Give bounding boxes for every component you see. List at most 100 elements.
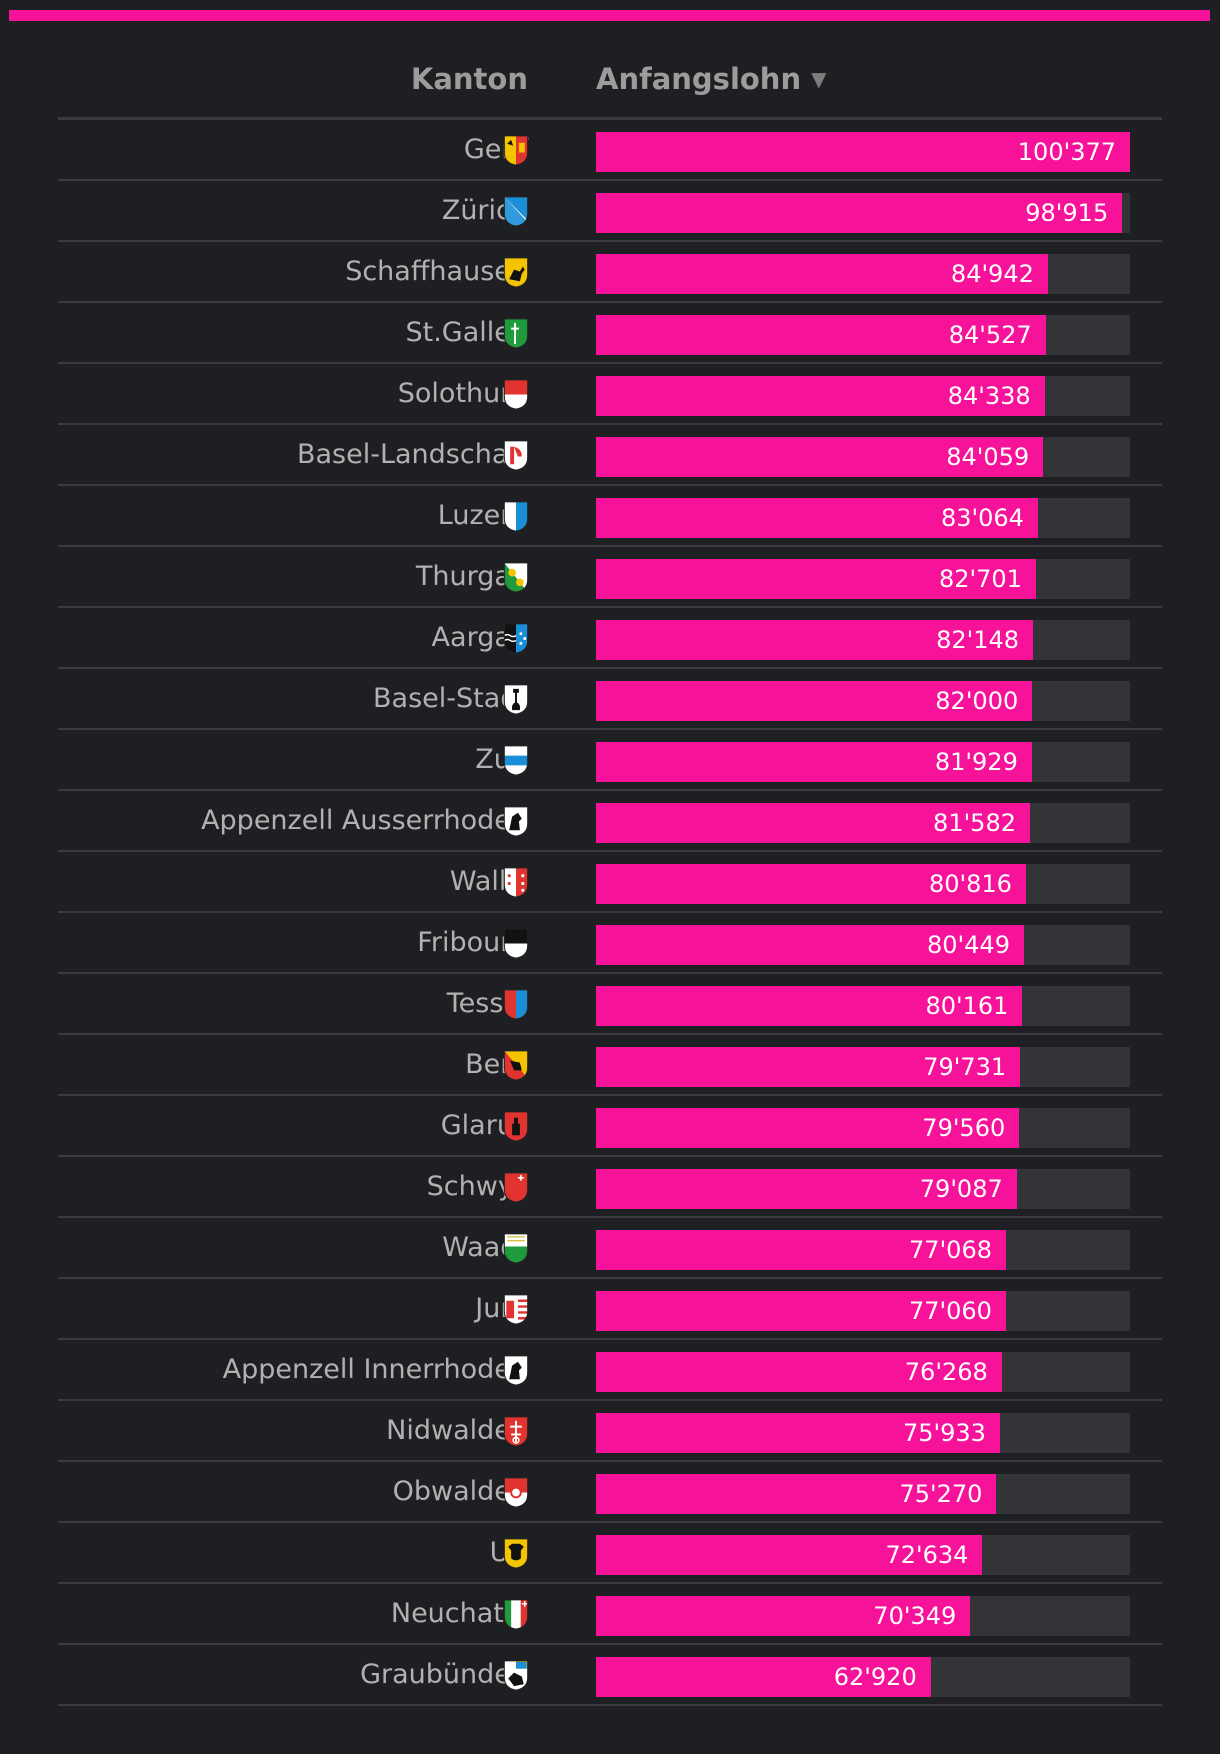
bar-track: 80'449 [596,925,1130,965]
salary-value-label: 72'634 [885,1541,969,1569]
salary-bar: 80'161 [596,986,1023,1026]
table-row: Wallis 80'816 [58,852,1162,913]
table-row: Uri72'634 [58,1523,1162,1584]
table-row: Basel-Stadt 82'000 [58,669,1162,730]
salary-bar: 76'268 [596,1352,1002,1392]
waadt-coat-of-arms-icon [502,1232,530,1265]
bar-track: 77'060 [596,1291,1130,1331]
uri-coat-of-arms-icon [502,1537,530,1570]
table-row: Aargau 82'148 [58,608,1162,669]
table-row: Glarus 79'560 [58,1096,1162,1157]
salary-bar: 72'634 [596,1535,983,1575]
bern-coat-of-arms-icon [502,1049,530,1082]
table-row: Schwyz 79'087 [58,1157,1162,1218]
salary-value-label: 81'582 [933,809,1016,837]
kanton-name: Appenzell Ausserrhoden [201,805,528,836]
basel-stadt-coat-of-arms-icon [502,683,530,716]
salary-bar: 75'933 [596,1413,1000,1453]
salary-value-label: 76'268 [904,1358,988,1386]
table-body: Genf 100'377 Zürich 98'915 Schaffhausen 84'94… [58,120,1162,1706]
salary-bar: 82'701 [596,559,1036,599]
bar-track: 79'560 [596,1108,1130,1148]
table-row: Bern 79'731 [58,1035,1162,1096]
schaffhausen-coat-of-arms-icon [502,256,530,289]
salary-bar: 62'920 [596,1657,931,1697]
salary-bar: 79'560 [596,1108,1020,1148]
bar-track: 82'701 [596,559,1130,599]
salary-value-label: 79'087 [919,1175,1003,1203]
column-header-kanton[interactable]: Kanton [410,62,528,96]
bar-track: 84'527 [596,315,1130,355]
salary-value-label: 62'920 [833,1663,917,1691]
salary-bar: 84'059 [596,437,1044,477]
obwalden-coat-of-arms-icon [502,1476,530,1509]
salary-bar: 80'816 [596,864,1026,904]
glarus-coat-of-arms-icon [502,1110,530,1143]
salary-value-label: 79'731 [923,1053,1007,1081]
bar-track: 81'582 [596,803,1130,843]
graubuenden-coat-of-arms-icon [502,1659,530,1692]
table-row: Luzern 83'064 [58,486,1162,547]
bar-track: 79'087 [596,1169,1130,1209]
kanton-name: Basel-Landschaft [296,439,528,470]
bar-track: 82'148 [596,620,1130,660]
bar-track: 100'377 [596,132,1130,172]
geneva-coat-of-arms-icon [502,134,530,167]
kanton-name: Basel-Stadt [373,683,528,714]
salary-value-label: 82'148 [936,626,1020,654]
bar-track: 81'929 [596,742,1130,782]
bar-track: 72'634 [596,1535,1130,1575]
salary-bar: 79'731 [596,1047,1021,1087]
salary-value-label: 82'701 [939,565,1022,593]
column-header-anfangslohn[interactable]: Anfangslohn ▼ [596,62,827,96]
schwyz-coat-of-arms-icon [502,1171,530,1204]
table-row: Nidwalden 75'933 [58,1401,1162,1462]
table-row: Zug 81'929 [58,730,1162,791]
salary-bar: 79'087 [596,1169,1017,1209]
sort-descending-icon[interactable]: ▼ [811,67,827,91]
table-row: Appenzell Innerrhoden 76'268 [58,1340,1162,1401]
column-header-anfangslohn-label: Anfangslohn [596,62,802,96]
salary-bar: 81'929 [596,742,1032,782]
salary-value-label: 80'449 [927,931,1010,959]
table-row: Waadt 77'068 [58,1218,1162,1279]
basel-landschaft-coat-of-arms-icon [502,439,530,472]
salary-value-label: 82'000 [935,687,1019,715]
zug-coat-of-arms-icon [502,744,530,777]
bar-track: 62'920 [596,1657,1130,1697]
fribourg-coat-of-arms-icon [502,927,530,960]
bar-track: 80'161 [596,986,1130,1026]
appenzell-ausserrhoden-coat-of-arms-icon [502,805,530,838]
top-accent-bar [9,10,1210,21]
salary-bar: 77'068 [596,1230,1006,1270]
bar-track: 82'000 [596,681,1130,721]
salary-value-label: 84'059 [946,443,1030,471]
salary-value-label: 83'064 [940,504,1024,532]
salary-bar: 77'060 [596,1291,1006,1331]
table-row: Genf 100'377 [58,120,1162,181]
table-row: Jura 77'060 [58,1279,1162,1340]
table-row: Fribourg 80'449 [58,913,1162,974]
salary-value-label: 77'060 [909,1297,992,1325]
bar-track: 84'059 [596,437,1130,477]
salary-value-label: 100'377 [1017,138,1116,166]
salary-bar: 98'915 [596,193,1123,233]
salary-bar: 82'000 [596,681,1033,721]
bar-track: 98'915 [596,193,1130,233]
table-header: Kanton Anfangslohn ▼ [58,40,1162,120]
salary-value-label: 84'338 [947,382,1031,410]
luzern-coat-of-arms-icon [502,500,530,533]
kanton-name: Schaffhausen [345,256,528,287]
salary-value-label: 79'560 [922,1114,1006,1142]
salary-value-label: 81'929 [934,748,1018,776]
wallis-coat-of-arms-icon [502,866,530,899]
salary-value-label: 75'933 [903,1419,986,1447]
table-row: Appenzell Ausserrhoden 81'582 [58,791,1162,852]
bar-track: 79'731 [596,1047,1130,1087]
jura-coat-of-arms-icon [502,1293,530,1326]
nidwalden-coat-of-arms-icon [502,1415,530,1448]
aargau-coat-of-arms-icon [502,622,530,655]
bar-track: 83'064 [596,498,1130,538]
kanton-name: Graubünden [360,1659,528,1690]
salary-bar: 70'349 [596,1596,971,1636]
